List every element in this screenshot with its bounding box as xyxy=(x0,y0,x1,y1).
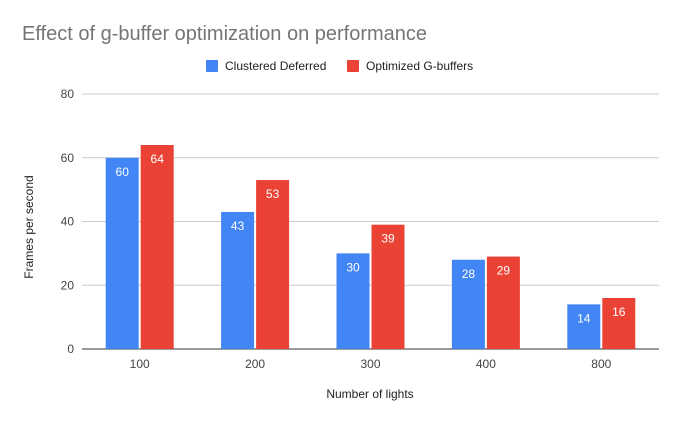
bar-value-label: 60 xyxy=(116,165,130,179)
bar-value-label: 39 xyxy=(381,232,395,246)
bar-value-label: 14 xyxy=(577,311,591,325)
legend-label: Clustered Deferred xyxy=(225,59,326,73)
y-tick-label: 40 xyxy=(61,215,75,229)
chart-title: Effect of g-buffer optimization on perfo… xyxy=(22,23,427,45)
bar xyxy=(486,256,520,349)
y-tick-label: 60 xyxy=(61,151,75,165)
bar xyxy=(256,180,290,349)
bar xyxy=(105,157,139,349)
bar-value-label: 64 xyxy=(151,152,165,166)
y-axis-label: Frames per second xyxy=(22,175,36,278)
y-tick-label: 0 xyxy=(67,342,74,356)
x-tick-label: 400 xyxy=(476,357,496,371)
x-tick-label: 300 xyxy=(360,357,380,371)
y-axis-ticks: 0 20 40 60 80 xyxy=(61,87,75,356)
bar-value-label: 53 xyxy=(266,187,280,201)
legend: Clustered Deferred Optimized G-buffers xyxy=(206,59,473,73)
y-tick-label: 80 xyxy=(61,87,75,101)
legend-swatch xyxy=(347,60,359,72)
bar xyxy=(140,145,174,349)
bar-value-label: 30 xyxy=(346,260,360,274)
x-tick-label: 200 xyxy=(245,357,265,371)
bar-value-label: 28 xyxy=(462,267,476,281)
bar xyxy=(221,211,255,349)
legend-label: Optimized G-buffers xyxy=(366,59,473,73)
bar-value-label: 43 xyxy=(231,219,245,233)
bar-value-label: 16 xyxy=(612,305,626,319)
x-axis-label: Number of lights xyxy=(326,387,413,401)
gridlines xyxy=(82,93,659,350)
bar-value-label: 29 xyxy=(497,264,511,278)
x-tick-label: 800 xyxy=(591,357,611,371)
bar xyxy=(371,224,405,349)
bar xyxy=(567,304,601,349)
x-axis-ticks: 100 200 300 400 800 xyxy=(130,357,612,371)
bar xyxy=(602,298,636,349)
legend-swatch xyxy=(206,60,218,72)
bar-labels: 60 64 43 53 30 39 28 29 14 16 xyxy=(116,152,626,325)
bar xyxy=(451,259,485,349)
x-tick-label: 100 xyxy=(130,357,150,371)
bar xyxy=(336,253,370,349)
y-tick-label: 20 xyxy=(61,278,75,292)
bars xyxy=(105,145,636,349)
